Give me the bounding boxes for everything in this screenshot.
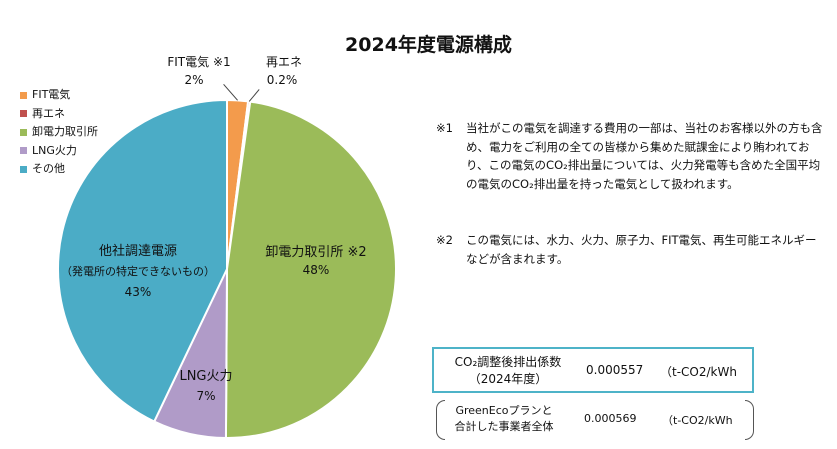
footnote-text: この電気には、水力、火力、原子力、FIT電気、再生可能エネルギーなどが含まれます… <box>466 233 817 266</box>
slice-label: 他社調達電源 <box>99 243 177 259</box>
company-coefficient: GreenEcoプランと 合計した事業者全体 0.000569 （t-CO2/k… <box>436 400 754 440</box>
company-coefficient-label: GreenEcoプランと 合計した事業者全体 <box>444 403 564 435</box>
slice-label: FIT電気 ※1 <box>167 54 230 69</box>
slice-value-label: 7% <box>196 389 215 403</box>
slice-label: 卸電力取引所 ※2 <box>265 244 366 260</box>
legend-item: 再エネ <box>20 105 98 124</box>
chart-legend: FIT電気 再エネ 卸電力取引所 LNG火力 その他 <box>20 86 98 179</box>
footnote-mark: ※1 <box>436 121 453 135</box>
legend-swatch <box>20 110 27 118</box>
company-coefficient-label-line1: GreenEcoプランと <box>455 404 553 417</box>
legend-swatch <box>20 128 27 136</box>
company-coefficient-label-line2: 合計した事業者全体 <box>454 420 554 433</box>
footnote-text: 当社がこの電気を調達する費用の一部は、当社のお客様以外の方も含め、電力をご利用の… <box>466 121 823 191</box>
legend-label: FIT電気 <box>32 88 71 101</box>
leader-line <box>248 89 260 102</box>
coefficient-value: 0.000557 <box>586 363 644 377</box>
slice-sublabel: （発電所の特定できないもの） <box>61 264 215 278</box>
legend-item: LNG火力 <box>20 142 98 161</box>
legend-item: その他 <box>20 160 98 179</box>
chart-title: 2024年度電源構成 <box>345 34 512 56</box>
company-coefficient-unit: （t-CO2/kWh <box>662 414 733 427</box>
legend-swatch <box>20 91 27 99</box>
pie-slice <box>57 98 228 423</box>
coefficient-unit: （t-CO2/kWh <box>660 365 737 379</box>
footnote-mark: ※2 <box>436 233 453 247</box>
pie-slice <box>224 100 397 439</box>
slice-value-label: 43% <box>125 285 152 299</box>
slice-label: 再エネ <box>266 55 302 69</box>
slice-value-label: 48% <box>303 263 330 277</box>
coefficient-label-line2: （2024年度） <box>468 372 548 386</box>
slice-label: LNG火力 <box>179 369 232 384</box>
legend-label: その他 <box>32 162 65 175</box>
right-bracket <box>745 400 754 440</box>
legend-item: FIT電気 <box>20 86 98 105</box>
leader-line <box>223 84 238 101</box>
coefficient-label-line1: CO₂調整後排出係数 <box>454 355 562 369</box>
legend-swatch <box>20 165 27 173</box>
slice-value-label: 2% <box>184 73 203 87</box>
legend-swatch <box>20 147 27 155</box>
footnote-1: ※1 当社がこの電気を調達する費用の一部は、当社のお客様以外の方も含め、電力をご… <box>436 119 826 193</box>
emission-coefficient-box: CO₂調整後排出係数 （2024年度） 0.000557 （t-CO2/kWh <box>432 347 754 393</box>
company-coefficient-value: 0.000569 <box>584 412 637 425</box>
legend-label: LNG火力 <box>32 143 77 157</box>
footnote-2: ※2 この電気には、水力、火力、原子力、FIT電気、再生可能エネルギーなどが含ま… <box>436 231 826 268</box>
slice-value-label: 0.2% <box>267 73 298 87</box>
legend-label: 再エネ <box>32 106 65 120</box>
legend-item: 卸電力取引所 <box>20 123 98 142</box>
legend-label: 卸電力取引所 <box>32 125 98 138</box>
coefficient-label: CO₂調整後排出係数 （2024年度） <box>438 354 578 388</box>
